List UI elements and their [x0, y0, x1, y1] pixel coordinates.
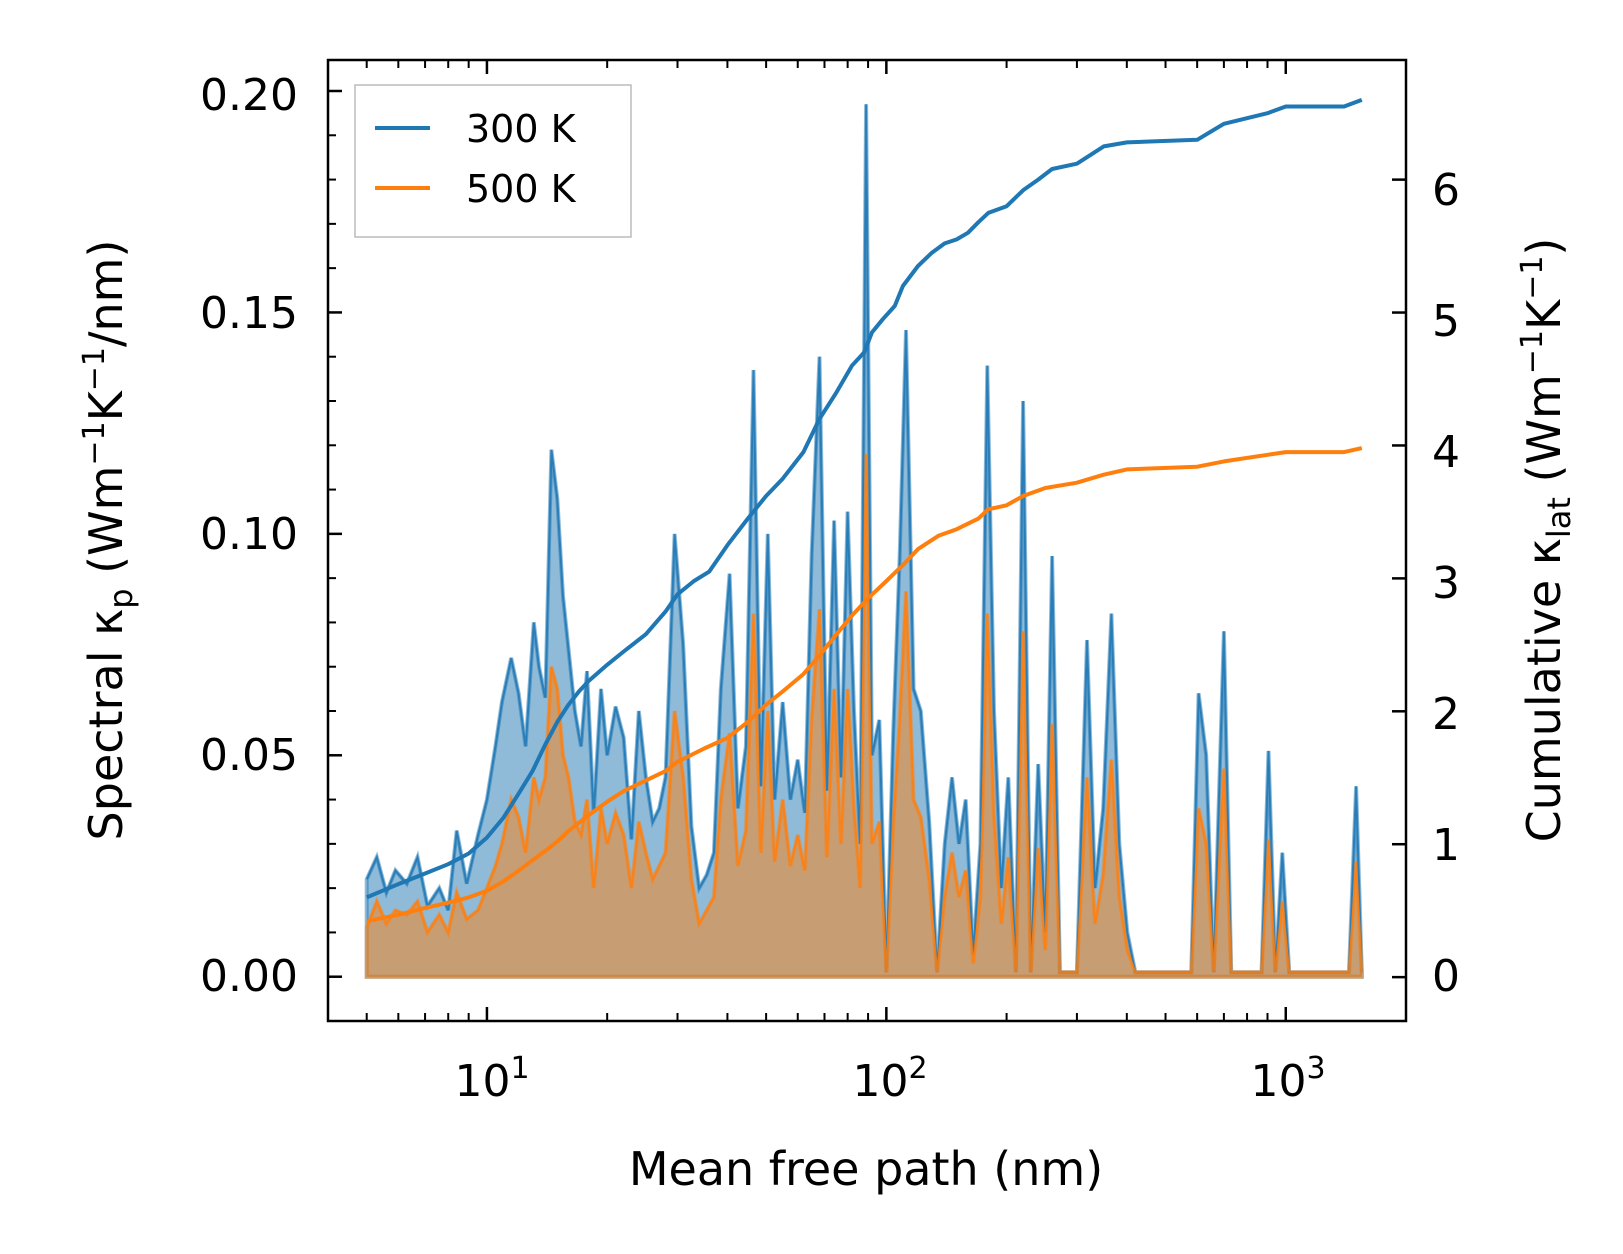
y-right-tick-label: 1 — [1432, 820, 1460, 871]
axis-ticks — [327, 60, 1407, 1022]
y-left-tick-label: 0.20 — [200, 70, 298, 121]
legend-box — [354, 84, 632, 238]
legend-label-500k: 500 K — [466, 167, 577, 211]
y-left-tick-label: 0.00 — [200, 951, 298, 1002]
y-left-tick-label: 0.15 — [200, 288, 298, 339]
y-left-tick-label: 0.10 — [200, 509, 298, 560]
spectral-line-500k — [365, 454, 1363, 974]
y-left-tick-label: 0.05 — [200, 730, 298, 781]
x-tick-label: 102 — [852, 1051, 927, 1107]
legend-label-300k: 300 K — [466, 107, 577, 151]
y-right-tick-label: 2 — [1432, 689, 1460, 740]
y-right-tick-label: 6 — [1432, 165, 1460, 216]
legend: 300 K 500 K — [354, 84, 632, 238]
plot-frame — [326, 58, 1408, 1023]
spectral-line-300k — [365, 104, 1363, 974]
cumulative-line-300k — [365, 98, 1363, 900]
cumulative-lines — [365, 98, 1363, 924]
x-tick-label: 101 — [454, 1051, 529, 1107]
x-tick-label: 103 — [1250, 1051, 1325, 1107]
spectral-lines — [365, 104, 1363, 974]
x-axis-title: Mean free path (nm) — [629, 1142, 1103, 1196]
y-right-tick-label: 5 — [1432, 296, 1460, 347]
y-right-tick-label: 3 — [1432, 558, 1460, 609]
y-right-axis-title: Cumulative κlat (Wm−1K−1) — [1515, 238, 1578, 843]
y-right-tick-label: 4 — [1432, 427, 1460, 478]
cumulative-line-500k — [366, 446, 1363, 924]
y-right-tick-label: 0 — [1432, 951, 1460, 1002]
y-left-axis-title: Spectral κp (Wm−1K−1/nm) — [77, 240, 140, 841]
